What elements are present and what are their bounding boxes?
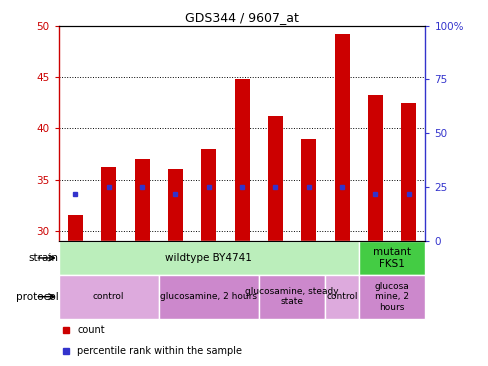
Text: glucosamine, 2 hours: glucosamine, 2 hours — [160, 292, 257, 301]
Bar — [201, 149, 216, 241]
Text: glucosa
mine, 2
hours: glucosa mine, 2 hours — [374, 282, 408, 311]
Bar — [267, 116, 283, 241]
Bar — [167, 169, 183, 241]
Bar — [101, 167, 116, 241]
Text: control: control — [325, 292, 357, 301]
Bar — [325, 275, 358, 318]
Text: wildtype BY4741: wildtype BY4741 — [165, 253, 252, 263]
Bar — [59, 241, 358, 275]
Text: control: control — [93, 292, 124, 301]
Bar — [358, 275, 425, 318]
Bar — [234, 79, 249, 241]
Bar — [159, 275, 258, 318]
Text: strain: strain — [29, 253, 59, 263]
Bar — [68, 216, 82, 241]
Bar — [59, 275, 159, 318]
Bar — [258, 275, 325, 318]
Text: mutant
FKS1: mutant FKS1 — [372, 247, 410, 269]
Bar — [301, 138, 316, 241]
Text: percentile rank within the sample: percentile rank within the sample — [77, 346, 242, 356]
Bar — [334, 34, 349, 241]
Bar — [401, 102, 415, 241]
Bar — [358, 241, 425, 275]
Bar — [367, 96, 382, 241]
Bar — [134, 159, 149, 241]
Text: count: count — [77, 325, 104, 335]
Title: GDS344 / 9607_at: GDS344 / 9607_at — [185, 11, 298, 25]
Text: protocol: protocol — [16, 292, 59, 302]
Text: glucosamine, steady
state: glucosamine, steady state — [245, 287, 338, 306]
